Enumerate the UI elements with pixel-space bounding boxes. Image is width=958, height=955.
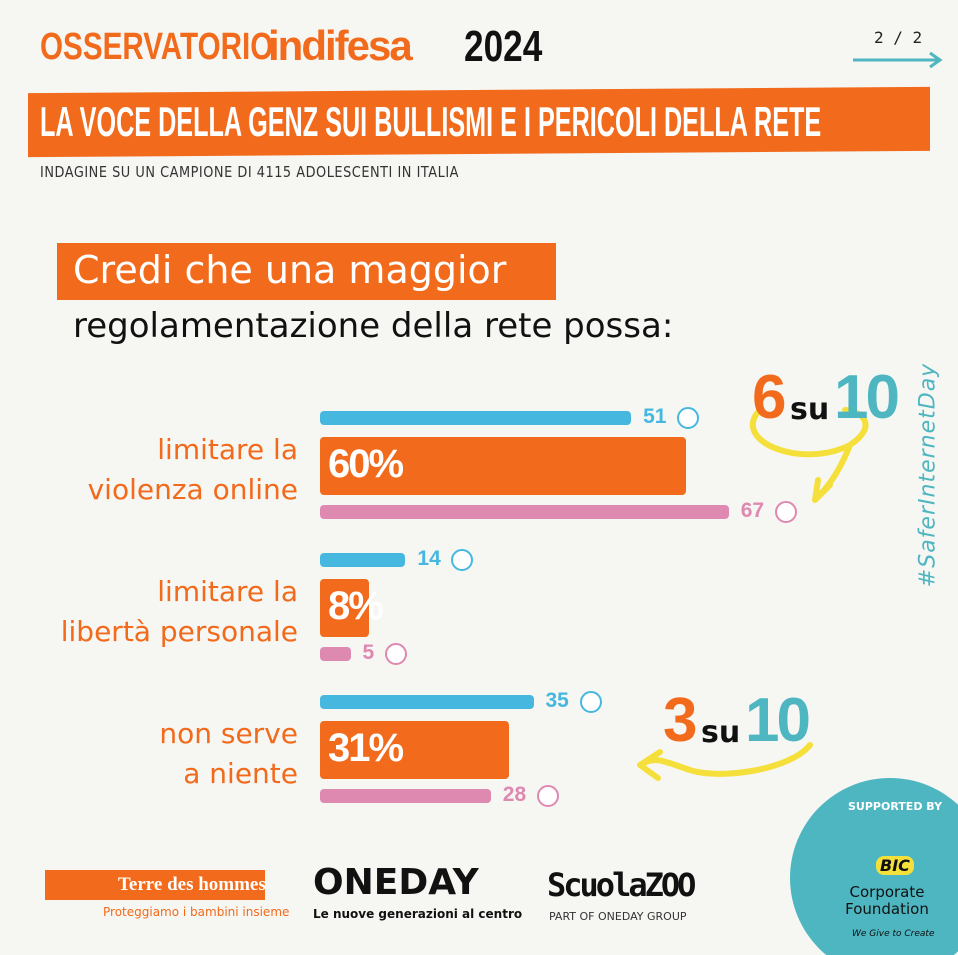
- annotation-number: 6: [752, 363, 787, 432]
- oneday-tagline: Le nuove generazioni al centro: [313, 907, 523, 921]
- face-icon: [579, 691, 602, 713]
- annotation-word: su: [790, 392, 830, 427]
- hashtag: #SaferInternetDay: [915, 362, 941, 588]
- value-label: 5: [362, 641, 375, 664]
- bar: [320, 647, 351, 661]
- brand-prefix: OSSERVATORIO: [40, 26, 274, 68]
- value-label: 51: [643, 405, 667, 428]
- bar: [320, 721, 510, 779]
- annotation-number: 3: [663, 686, 698, 755]
- scuolazoo-name: ScuolaZOO: [547, 866, 696, 904]
- bic-foundation: Corporate Foundation: [845, 883, 929, 918]
- subtitle: INDAGINE SU UN CAMPIONE DI 4115 ADOLESCE…: [40, 163, 460, 181]
- page-number: 2 / 2: [874, 28, 923, 47]
- value-label: 60%: [328, 442, 404, 486]
- category-label: limitare la violenza online: [87, 433, 298, 506]
- question-line1: Credi che una maggior: [73, 248, 507, 292]
- value-label: 35: [545, 689, 569, 712]
- bar: [320, 789, 491, 803]
- tdh-logo: [45, 870, 265, 900]
- title: LA VOCE DELLA GENZ SUI BULLISMI E I PERI…: [40, 98, 822, 145]
- value-label: 8%: [328, 584, 384, 628]
- arrow: [853, 51, 943, 69]
- supporter-badge: [790, 778, 958, 955]
- face-icon: [536, 785, 559, 807]
- year: 2024: [464, 22, 543, 71]
- bar: [320, 505, 729, 519]
- value-label: 67: [740, 499, 765, 522]
- annotation-word: su: [701, 715, 741, 750]
- bic-tagline: We Give to Create: [852, 929, 935, 939]
- supported-by: SUPPORTED BY: [848, 800, 943, 813]
- bar: [320, 437, 686, 495]
- bar: [320, 411, 632, 425]
- face-icon: [677, 407, 700, 429]
- category-label: limitare la libertà personale: [60, 575, 298, 648]
- face-icon: [774, 501, 797, 523]
- oneday-name: ONEDAY: [313, 862, 479, 903]
- brand-name: indifesa: [268, 22, 413, 69]
- annotation-total: 10: [745, 686, 811, 755]
- bar: [320, 695, 534, 709]
- bic-logo: BIC: [876, 856, 914, 875]
- face-icon: [384, 643, 407, 665]
- question-line2: regolamentazione della rete possa:: [73, 306, 674, 346]
- tdh-name: Terre des hommes: [118, 874, 266, 895]
- question-box: [57, 243, 556, 300]
- bar: [320, 579, 369, 637]
- category-label: non serve a niente: [159, 717, 298, 790]
- bar: [320, 553, 406, 567]
- scuolazoo-tagline: PART OF ONEDAY GROUP: [549, 910, 687, 923]
- tdh-tagline: Proteggiamo i bambini insieme: [103, 905, 290, 919]
- value-label: 31%: [328, 726, 404, 770]
- value-label: 28: [502, 783, 527, 806]
- value-label: 14: [417, 547, 441, 570]
- face-icon: [451, 549, 474, 571]
- annotation-total: 10: [834, 363, 900, 432]
